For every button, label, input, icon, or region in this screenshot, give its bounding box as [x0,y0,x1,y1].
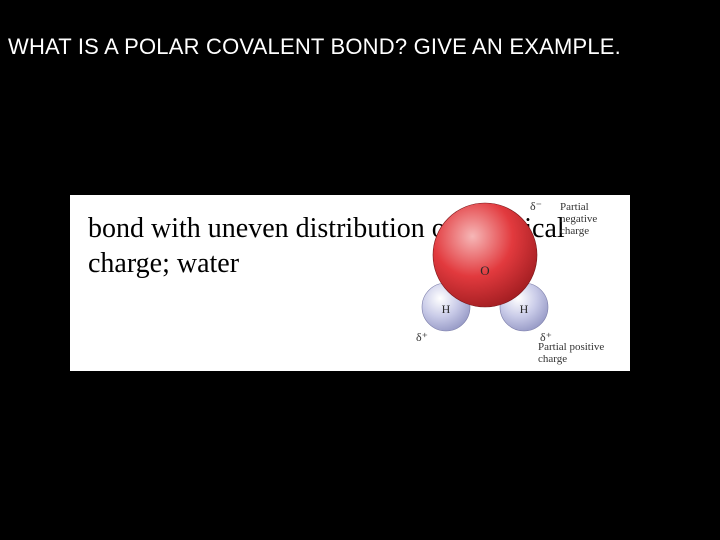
delta-positive-symbol-left: δ⁺ [416,330,428,345]
oxygen-atom [433,203,537,307]
hydrogen-label-right: H [520,302,529,316]
oxygen-label: O [480,263,489,278]
partial-positive-label: Partial positive charge [538,341,618,365]
question-title: WHAT IS A POLAR COVALENT BOND? GIVE AN E… [8,34,712,60]
water-molecule-diagram: O H H δ⁻ δ⁺ δ⁺ Partial negative charge P… [410,195,620,365]
molecule-svg: O H H [410,195,560,355]
partial-negative-label: Partial negative charge [560,201,620,237]
answer-panel: bond with uneven distribution of electri… [70,195,630,371]
hydrogen-label-left: H [442,302,451,316]
delta-negative-symbol: δ⁻ [530,199,542,214]
question-title-bar: WHAT IS A POLAR COVALENT BOND? GIVE AN E… [0,28,720,66]
